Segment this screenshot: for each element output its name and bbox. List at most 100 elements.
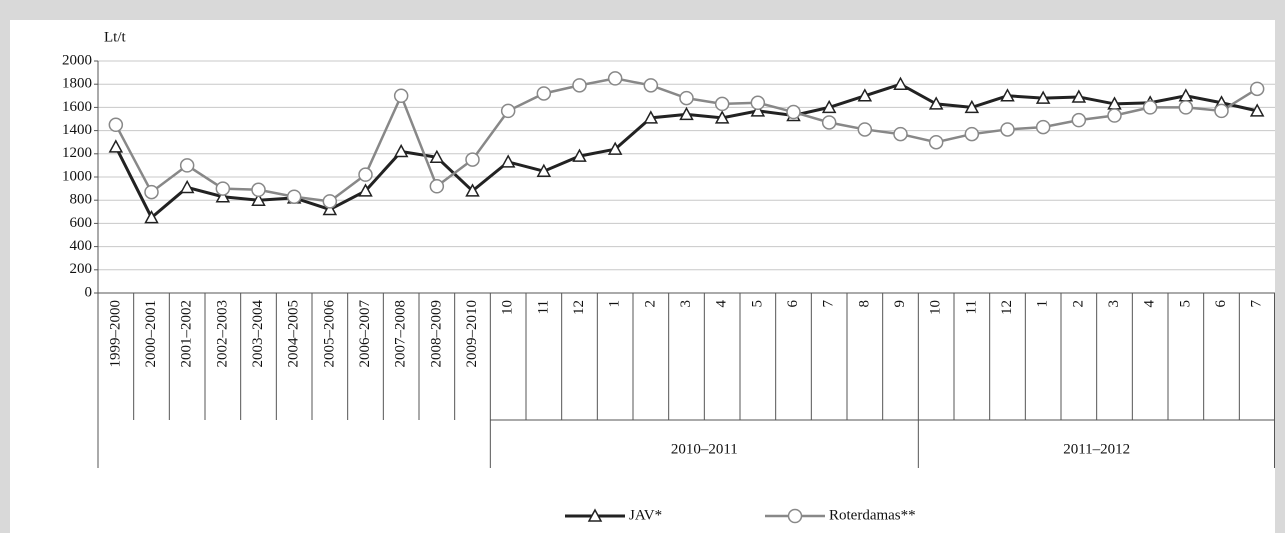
x-tick-label: 1	[607, 300, 623, 308]
data-point	[108, 117, 124, 133]
group-label: 2010–2011	[671, 441, 738, 457]
data-point	[928, 96, 944, 110]
data-point	[893, 126, 908, 142]
x-tick-label: 2008–2009	[428, 300, 444, 368]
x-tick-label: 4	[1142, 300, 1158, 308]
x-tick-label: 2005–2006	[321, 300, 337, 368]
y-tick-label: 1800	[62, 76, 92, 92]
data-point	[144, 210, 159, 224]
y-tick-label: 1000	[62, 168, 92, 184]
y-tick-label: 1200	[62, 145, 92, 161]
data-point	[215, 189, 231, 203]
data-point	[643, 78, 659, 93]
x-tick-label: 1999–2000	[107, 300, 123, 368]
x-tick-label: 6	[785, 300, 801, 308]
data-point	[893, 76, 908, 90]
y-axis-label: Lt/t	[104, 29, 126, 45]
data-point	[322, 194, 338, 209]
y-tick-label: 800	[70, 192, 93, 208]
data-point	[1214, 103, 1229, 119]
y-tick-label: 1600	[62, 99, 92, 115]
legend-label: JAV*	[629, 507, 662, 523]
data-point	[1000, 122, 1015, 137]
chart-area	[10, 20, 1275, 533]
data-point	[1249, 103, 1265, 117]
data-point	[536, 163, 552, 177]
data-point	[144, 184, 159, 200]
x-tick-label: 12	[999, 300, 1015, 315]
x-tick-label: 1	[1035, 300, 1051, 308]
x-tick-label: 2004–2005	[286, 300, 302, 368]
data-point	[964, 99, 980, 114]
data-point	[1071, 112, 1087, 128]
x-tick-label: 2006–2007	[357, 300, 373, 368]
data-point	[1249, 81, 1265, 97]
data-point	[964, 126, 980, 142]
x-tick-label: 6	[1213, 300, 1229, 308]
y-tick-label: 400	[70, 238, 93, 254]
data-point	[251, 192, 266, 206]
data-point	[750, 103, 766, 117]
x-tick-label: 10	[500, 300, 516, 315]
x-tick-label: 2007–2008	[393, 300, 409, 368]
x-tick-label: 5	[1177, 300, 1193, 308]
data-point	[572, 78, 587, 93]
data-point	[286, 189, 302, 204]
y-tick-label: 600	[70, 215, 93, 231]
x-tick-label: 2	[1070, 300, 1086, 308]
data-point	[1178, 100, 1194, 115]
x-tick-label: 2009–2010	[464, 300, 480, 368]
data-point	[179, 179, 195, 194]
data-point	[1035, 90, 1051, 104]
data-point	[643, 110, 659, 124]
x-tick-label: 11	[963, 300, 979, 314]
data-point	[429, 149, 445, 164]
data-point	[928, 134, 944, 150]
x-tick-label: 2	[642, 300, 658, 308]
data-point	[857, 122, 873, 137]
y-tick-label: 1400	[62, 122, 92, 138]
data-point	[1107, 108, 1122, 123]
x-tick-label: 2001–2002	[179, 300, 195, 368]
x-tick-label: 7	[821, 300, 837, 308]
data-point	[714, 110, 730, 124]
x-tick-label: 2003–2004	[250, 300, 266, 368]
data-point	[465, 183, 480, 197]
x-tick-label: 3	[1106, 300, 1122, 308]
data-point	[500, 103, 516, 119]
x-tick-label: 2000–2001	[143, 300, 159, 368]
data-point	[572, 148, 587, 162]
data-point	[714, 96, 730, 112]
data-point	[500, 154, 516, 168]
data-point	[1035, 119, 1051, 135]
data-point	[179, 158, 195, 173]
data-point	[322, 201, 338, 216]
data-point	[607, 141, 623, 155]
data-point	[857, 88, 873, 102]
data-point	[821, 99, 837, 114]
data-point	[786, 104, 801, 120]
legend-marker	[787, 508, 803, 524]
x-tick-label: 9	[892, 300, 908, 308]
data-point	[1000, 88, 1015, 102]
x-tick-label: 10	[928, 300, 944, 315]
x-tick-label: 4	[714, 300, 730, 308]
data-point	[679, 90, 694, 106]
data-point	[358, 183, 373, 197]
x-tick-label: 3	[678, 300, 694, 308]
data-point	[607, 71, 623, 86]
x-tick-label: 8	[856, 300, 872, 308]
y-tick-label: 0	[85, 284, 93, 300]
data-point	[215, 181, 231, 196]
x-tick-label: 12	[571, 300, 587, 315]
data-point	[750, 95, 766, 111]
legend-label: Roterdamas**	[829, 507, 916, 523]
data-point	[393, 143, 409, 158]
data-point	[465, 152, 480, 167]
data-point	[251, 182, 266, 198]
x-tick-label: 2002–2003	[214, 300, 230, 368]
x-tick-label: 11	[535, 300, 551, 314]
data-point	[429, 179, 445, 194]
legend-marker	[587, 508, 603, 522]
